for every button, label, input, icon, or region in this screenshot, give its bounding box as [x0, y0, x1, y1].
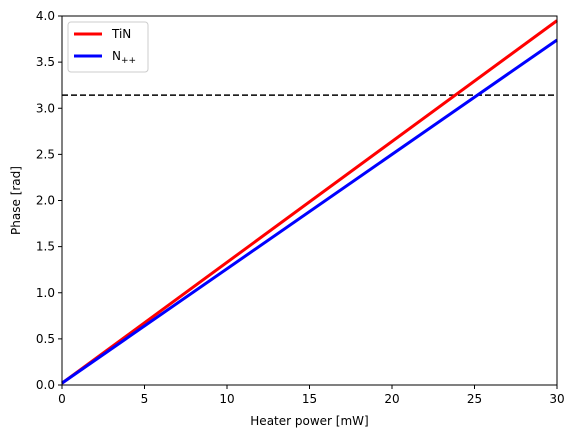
- x-axis-label: Heater power [mW]: [250, 414, 368, 428]
- legend-label-0: TiN: [111, 27, 131, 41]
- y-tick-label: 1.5: [36, 240, 55, 254]
- y-tick-label: 3.0: [36, 101, 55, 115]
- x-tick-label: 25: [467, 392, 482, 406]
- y-tick-label: 1.0: [36, 286, 55, 300]
- y-tick-label: 4.0: [36, 9, 55, 23]
- series-line-0: [61, 19, 558, 385]
- x-tick-label: 10: [219, 392, 234, 406]
- y-tick-label: 2.5: [36, 147, 55, 161]
- plot-marks: [61, 19, 558, 385]
- y-tick-label: 0.0: [36, 378, 55, 392]
- x-axis-ticks: 0 5 10 15 20 25 30: [58, 385, 565, 406]
- y-tick-label: 3.5: [36, 55, 55, 69]
- series-line-1: [61, 38, 558, 385]
- x-tick-label: 30: [549, 392, 564, 406]
- x-tick-label: 20: [384, 392, 399, 406]
- x-tick-label: 0: [58, 392, 66, 406]
- x-tick-label: 15: [302, 392, 317, 406]
- x-tick-label: 5: [141, 392, 149, 406]
- y-tick-label: 2.0: [36, 194, 55, 208]
- y-tick-label: 0.5: [36, 332, 55, 346]
- y-axis-label: Phase [rad]: [9, 166, 23, 235]
- legend-label-subscript: ++: [121, 56, 136, 66]
- y-axis-ticks: 0.0 0.5 1.0 1.5 2.0 2.5 3.0 3.5 4.0: [36, 9, 62, 392]
